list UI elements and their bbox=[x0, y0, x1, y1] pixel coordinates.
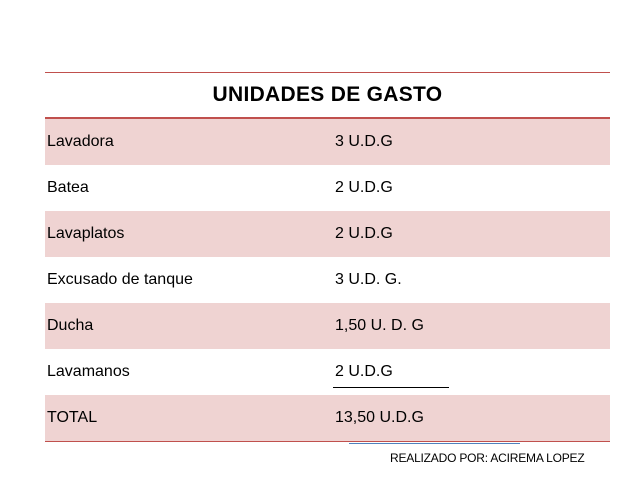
row-value: 3 U.D. G. bbox=[335, 271, 402, 288]
table-row: Lavaplatos 2 U.D.G bbox=[45, 211, 610, 257]
units-table: UNIDADES DE GASTO Lavadora 3 U.D.G Batea… bbox=[45, 72, 610, 442]
sum-underline bbox=[333, 387, 449, 388]
total-value: 13,50 U.D.G bbox=[335, 409, 424, 426]
row-value: 2 U.D.G bbox=[335, 179, 393, 196]
table-row: Ducha 1,50 U. D. G bbox=[45, 303, 610, 349]
row-item: Excusado de tanque bbox=[47, 271, 193, 288]
row-item: Batea bbox=[47, 179, 89, 196]
row-value: 2 U.D.G bbox=[335, 363, 393, 380]
table-row: Batea 2 U.D.G bbox=[45, 165, 610, 211]
row-item: Lavamanos bbox=[47, 363, 130, 380]
row-item: Ducha bbox=[47, 317, 94, 334]
table-title: UNIDADES DE GASTO bbox=[212, 83, 443, 106]
table-bottom-rule bbox=[45, 441, 610, 442]
total-label: TOTAL bbox=[47, 409, 98, 426]
row-value: 3 U.D.G bbox=[335, 133, 393, 150]
table-top-rule bbox=[45, 72, 610, 73]
table-row-total: TOTAL 13,50 U.D.G bbox=[45, 395, 610, 441]
table-row: Excusado de tanque 3 U.D. G. bbox=[45, 257, 610, 303]
table-row: Lavadora 3 U.D.G bbox=[45, 119, 610, 165]
footer-divider bbox=[349, 443, 520, 444]
author-credit: REALIZADO POR: ACIREMA LOPEZ bbox=[390, 451, 585, 465]
table-row: Lavamanos 2 U.D.G bbox=[45, 349, 610, 395]
row-value: 2 U.D.G bbox=[335, 225, 393, 242]
row-value: 1,50 U. D. G bbox=[335, 317, 424, 334]
row-item: Lavaplatos bbox=[47, 225, 125, 242]
row-item: Lavadora bbox=[47, 133, 114, 150]
table-header: UNIDADES DE GASTO bbox=[45, 73, 610, 119]
